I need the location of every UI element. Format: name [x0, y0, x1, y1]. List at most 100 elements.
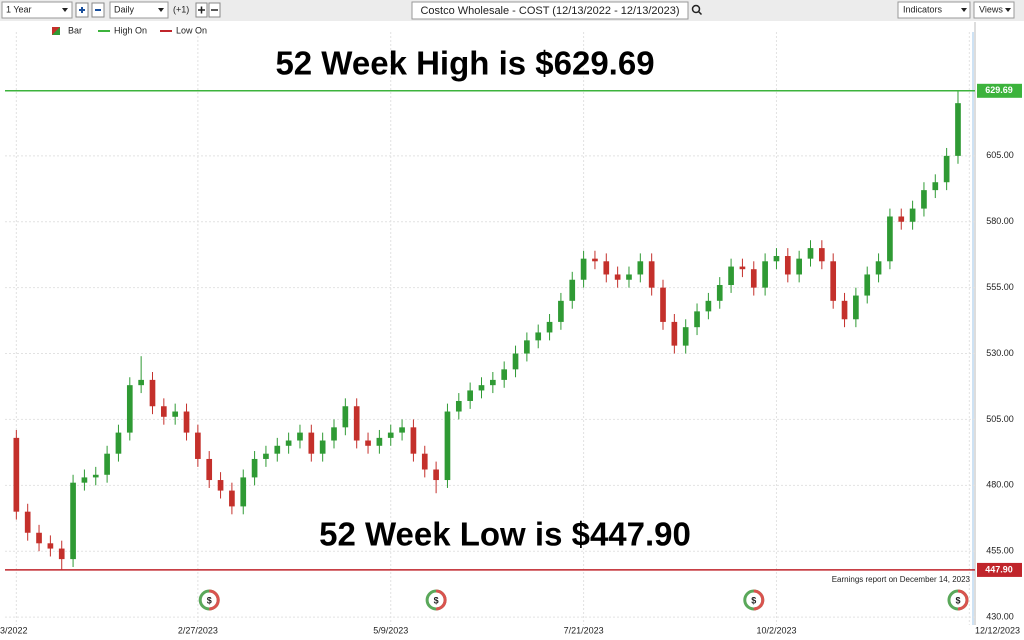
candle-body [138, 379, 144, 386]
candle-body [807, 248, 814, 259]
candle-body [240, 477, 247, 507]
candle-body [750, 269, 757, 288]
y-tick-label: 505.00 [986, 414, 1014, 424]
views-label: Views [979, 4, 1003, 14]
candle-body [490, 379, 496, 386]
candle-body [682, 327, 689, 346]
y-tick-label: 530.00 [986, 348, 1014, 358]
candle-body [569, 279, 576, 301]
earnings-note: Earnings report on December 14, 2023 [832, 575, 971, 584]
candle-body [853, 295, 859, 320]
candle-body [524, 340, 530, 354]
candle-body [728, 266, 734, 286]
earnings-ring-half [435, 589, 447, 611]
y-tick-label: 555.00 [986, 282, 1014, 292]
y-tick-label: 480.00 [986, 480, 1014, 490]
price-tag [977, 562, 1022, 577]
earnings-ring-half [957, 589, 969, 611]
candle-body [217, 480, 224, 491]
x-tick-label: 3/2022 [0, 625, 28, 635]
candle-body [319, 440, 326, 454]
candle-body [274, 445, 281, 454]
candle-body [104, 453, 110, 475]
candle-body [297, 432, 303, 441]
candle-body [24, 511, 31, 533]
search-handle [697, 10, 703, 16]
interval-label: Daily [114, 4, 135, 14]
candle-body [13, 437, 20, 512]
earnings-ring-half [209, 589, 220, 611]
candle-body [558, 300, 564, 322]
candle-body [535, 332, 542, 341]
symbol-title: Costco Wholesale - COST (12/13/2022 - 12… [420, 5, 679, 17]
plus-icon [79, 7, 85, 13]
candle-body [36, 532, 42, 544]
candle-body [614, 274, 621, 280]
search-icon[interactable] [691, 4, 701, 14]
dropdown-arrow [62, 8, 68, 12]
earnings-ring-half [753, 589, 765, 611]
candle-body [580, 258, 587, 280]
offset-label: (+1) [173, 4, 189, 14]
annotation: 52 Week Low is $447.90 [319, 516, 691, 553]
candle-body [263, 453, 269, 459]
interval-select[interactable] [109, 1, 169, 19]
candle-body [705, 300, 712, 312]
candle-body [796, 258, 802, 275]
views-select[interactable] [973, 1, 1015, 19]
price-tag-label: 629.69 [985, 85, 1013, 95]
candle-body [626, 274, 632, 280]
legend-swatch [52, 27, 60, 35]
candle-body [546, 321, 553, 333]
candle-body [149, 379, 156, 407]
candle-body [637, 261, 644, 275]
indicators-label: Indicators [903, 4, 943, 14]
candle-body [251, 458, 258, 478]
candle-body [921, 190, 927, 209]
earnings-marker[interactable]: $ [955, 595, 960, 605]
candle-body [58, 548, 65, 560]
candle-body [694, 311, 700, 328]
earnings-marker[interactable]: $ [751, 595, 756, 605]
candle-body [592, 258, 598, 262]
candle-body [841, 300, 848, 320]
symbol-box[interactable] [411, 1, 689, 20]
earnings-marker[interactable]: $ [434, 595, 439, 605]
candle-body [830, 261, 837, 301]
legend-label: Low On [176, 25, 207, 35]
candle-body [648, 261, 655, 288]
dropdown-arrow [1005, 8, 1011, 12]
candle-body [331, 427, 337, 441]
annotation: 52 Week High is $629.69 [275, 45, 654, 82]
candle-body [512, 353, 519, 370]
indicators-select[interactable] [897, 1, 971, 19]
earnings-marker[interactable]: $ [207, 595, 212, 605]
candle-body [342, 406, 349, 428]
candle-body [955, 103, 961, 156]
candle-body [819, 248, 825, 262]
candle-body [501, 369, 508, 380]
period-label: 1 Year [6, 4, 32, 14]
candle-body [115, 432, 122, 454]
candle-body [206, 458, 213, 481]
candle-body [603, 261, 610, 275]
candle-body [444, 411, 451, 481]
y-tick-label: 455.00 [986, 546, 1014, 556]
candle-body [195, 432, 201, 459]
candle-body [864, 274, 871, 296]
candle-body [716, 285, 723, 301]
period-select[interactable] [1, 1, 73, 19]
candle-body [478, 385, 485, 391]
candle-body [353, 406, 360, 441]
candle-body [376, 437, 383, 446]
candle-body [365, 440, 371, 446]
candle-body [229, 490, 235, 507]
dropdown-arrow [158, 8, 164, 12]
y-tick-label: 605.00 [986, 150, 1014, 160]
price-tag-label: 447.90 [985, 564, 1013, 574]
candle-body [47, 543, 54, 549]
candle-body [898, 216, 905, 222]
candle-body [784, 256, 791, 275]
